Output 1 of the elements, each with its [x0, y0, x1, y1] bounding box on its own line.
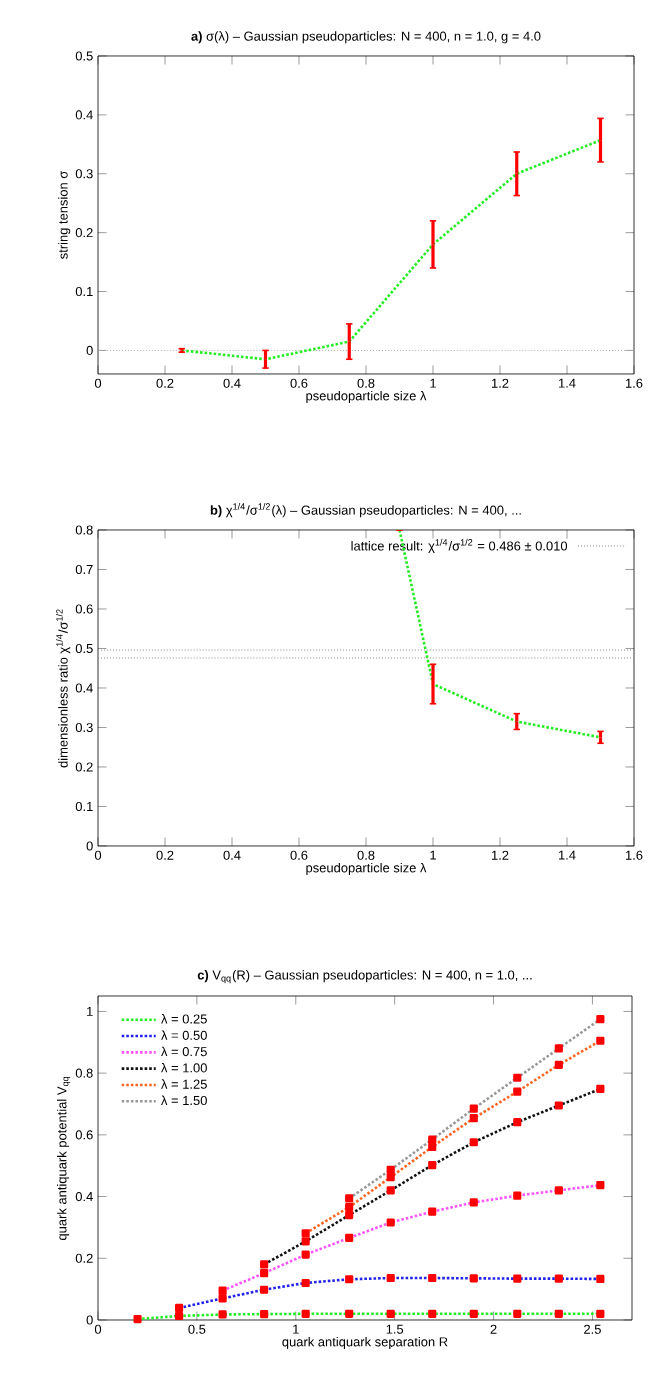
line-series — [180, 138, 602, 361]
